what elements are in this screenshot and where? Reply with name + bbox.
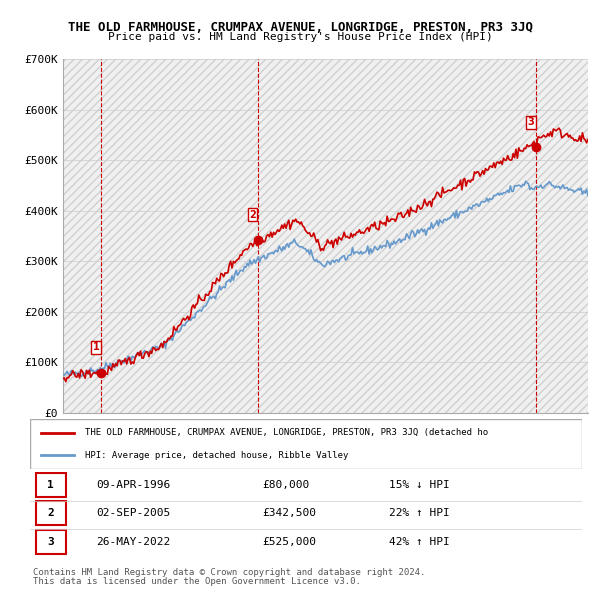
Text: 15% ↓ HPI: 15% ↓ HPI xyxy=(389,480,449,490)
Text: 2: 2 xyxy=(47,508,54,518)
Bar xyxy=(35,501,66,525)
Bar xyxy=(35,530,66,553)
Text: 1: 1 xyxy=(47,480,54,490)
Text: 26-MAY-2022: 26-MAY-2022 xyxy=(96,536,170,546)
Text: £80,000: £80,000 xyxy=(262,480,309,490)
Text: 09-APR-1996: 09-APR-1996 xyxy=(96,480,170,490)
Text: 02-SEP-2005: 02-SEP-2005 xyxy=(96,508,170,518)
Text: 3: 3 xyxy=(528,117,535,127)
Text: £342,500: £342,500 xyxy=(262,508,316,518)
Text: 22% ↑ HPI: 22% ↑ HPI xyxy=(389,508,449,518)
Text: £525,000: £525,000 xyxy=(262,536,316,546)
Text: 2: 2 xyxy=(249,209,256,219)
Text: 3: 3 xyxy=(47,536,54,546)
Text: HPI: Average price, detached house, Ribble Valley: HPI: Average price, detached house, Ribb… xyxy=(85,451,349,460)
Text: Contains HM Land Registry data © Crown copyright and database right 2024.: Contains HM Land Registry data © Crown c… xyxy=(33,568,425,576)
Bar xyxy=(35,473,66,497)
Text: THE OLD FARMHOUSE, CRUMPAX AVENUE, LONGRIDGE, PRESTON, PR3 3JQ: THE OLD FARMHOUSE, CRUMPAX AVENUE, LONGR… xyxy=(67,21,533,34)
Text: 1: 1 xyxy=(92,342,99,352)
Text: Price paid vs. HM Land Registry's House Price Index (HPI): Price paid vs. HM Land Registry's House … xyxy=(107,32,493,42)
Text: THE OLD FARMHOUSE, CRUMPAX AVENUE, LONGRIDGE, PRESTON, PR3 3JQ (detached ho: THE OLD FARMHOUSE, CRUMPAX AVENUE, LONGR… xyxy=(85,428,488,437)
Text: 42% ↑ HPI: 42% ↑ HPI xyxy=(389,536,449,546)
Text: This data is licensed under the Open Government Licence v3.0.: This data is licensed under the Open Gov… xyxy=(33,577,361,586)
